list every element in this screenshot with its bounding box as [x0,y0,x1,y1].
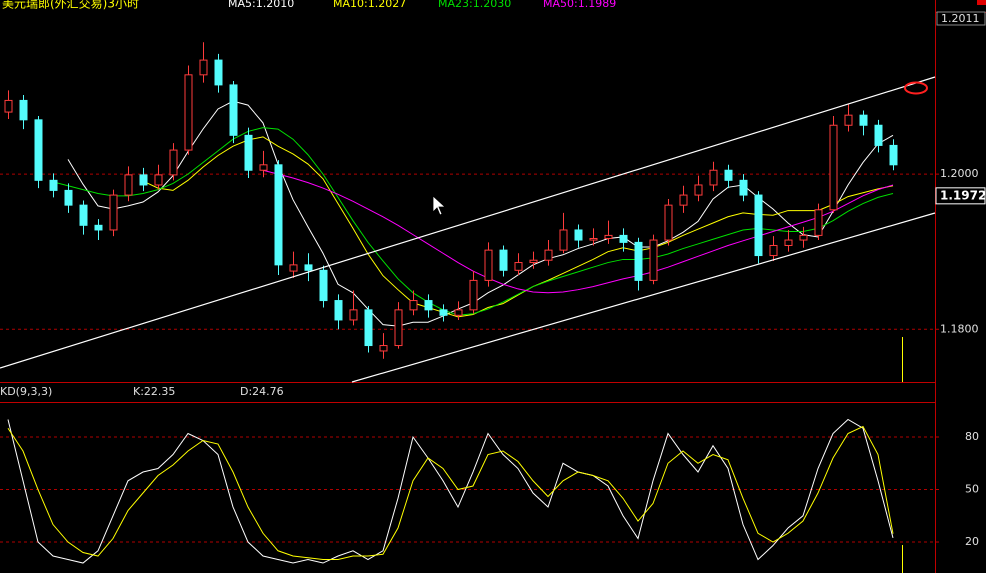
candle-body [364,309,373,347]
candle-body [139,174,148,186]
candle-body [784,239,793,246]
legend-entry: MA23:1.2030 [438,0,511,10]
candle-body [124,174,133,196]
candle-body [19,99,28,121]
candle-body [574,229,583,241]
candle-body [559,229,568,251]
candle-body [304,264,313,271]
candle-body [184,74,193,151]
candle-body [34,119,43,181]
series-line [7,425,894,561]
candle-body [589,237,598,241]
candle-body [349,309,358,321]
candle-body [289,264,298,272]
candle-body [679,194,688,206]
plot-area [0,42,935,564]
candle-body [4,99,13,113]
series-line [7,418,894,564]
legend-entry: MA5:1.2010 [228,0,294,10]
candle-body [799,234,808,241]
candle-body [544,249,553,261]
mouse-pointer [432,195,447,216]
top-label: 1.2011 [941,12,980,25]
candle-body [709,169,718,186]
candle-body [454,309,463,316]
candle-body [664,204,673,241]
candle-body [694,184,703,196]
candle-body [499,249,508,271]
candle-body [214,59,223,86]
panel-title: KD(9,3,3) [0,385,52,398]
corner-marker [977,0,986,5]
candle-body [394,309,403,347]
highlight-ellipse [904,81,928,95]
y-tick-label: 50 [965,483,979,496]
candle-body [229,84,238,136]
candle-body [769,244,778,257]
candle-body [889,144,898,166]
candle-body [604,234,613,239]
candle-body [529,259,538,264]
candle-body [874,124,883,146]
candle-body [154,174,163,186]
y-tick-label: 20 [965,535,979,548]
candle-body [379,345,388,352]
candle-body [754,194,763,257]
top-label-box [936,11,986,26]
legend-entry: D:24.76 [240,385,284,398]
candle-body [634,241,643,281]
series-line [262,169,894,294]
candle-body [334,300,343,321]
price-tag: 1.1972 [940,188,986,202]
candle-body [514,262,523,271]
candle-body [619,234,628,243]
candle-body [829,124,838,211]
candle-body [274,164,283,266]
channel-line [0,76,936,369]
candle-body [409,300,418,311]
candle-body [724,169,733,181]
candle-body [739,179,748,196]
candle-body [49,179,58,191]
series-line [142,136,894,318]
channel-line [351,212,936,383]
candle-body [469,279,478,311]
candle-body [814,209,823,236]
candle-body [109,194,118,231]
candle-body [424,300,433,311]
candle-body [844,114,853,126]
legend-entry: MA50:1.1989 [543,0,616,10]
candle-body [169,149,178,176]
candle-body [259,164,268,171]
y-tick-label: 1.2000 [940,167,979,180]
candle-body [79,204,88,226]
legend-entry: MA10:1.2027 [333,0,406,10]
candle-body [244,134,253,171]
candle-body [94,224,103,231]
candle-body [649,239,658,281]
legend-entry: K:22.35 [133,385,175,398]
chart-title: 美元瑞郎(外汇交易)3小时 [2,0,139,11]
y-tick-label: 80 [965,430,979,443]
candle-body [484,249,493,281]
candle-body [439,309,448,316]
candle-body [319,269,328,302]
candle-body [859,114,868,126]
candle-body [64,189,73,206]
price-tag-box [935,187,986,205]
y-tick-label: 1.1800 [940,322,979,335]
candle-body [199,59,208,76]
